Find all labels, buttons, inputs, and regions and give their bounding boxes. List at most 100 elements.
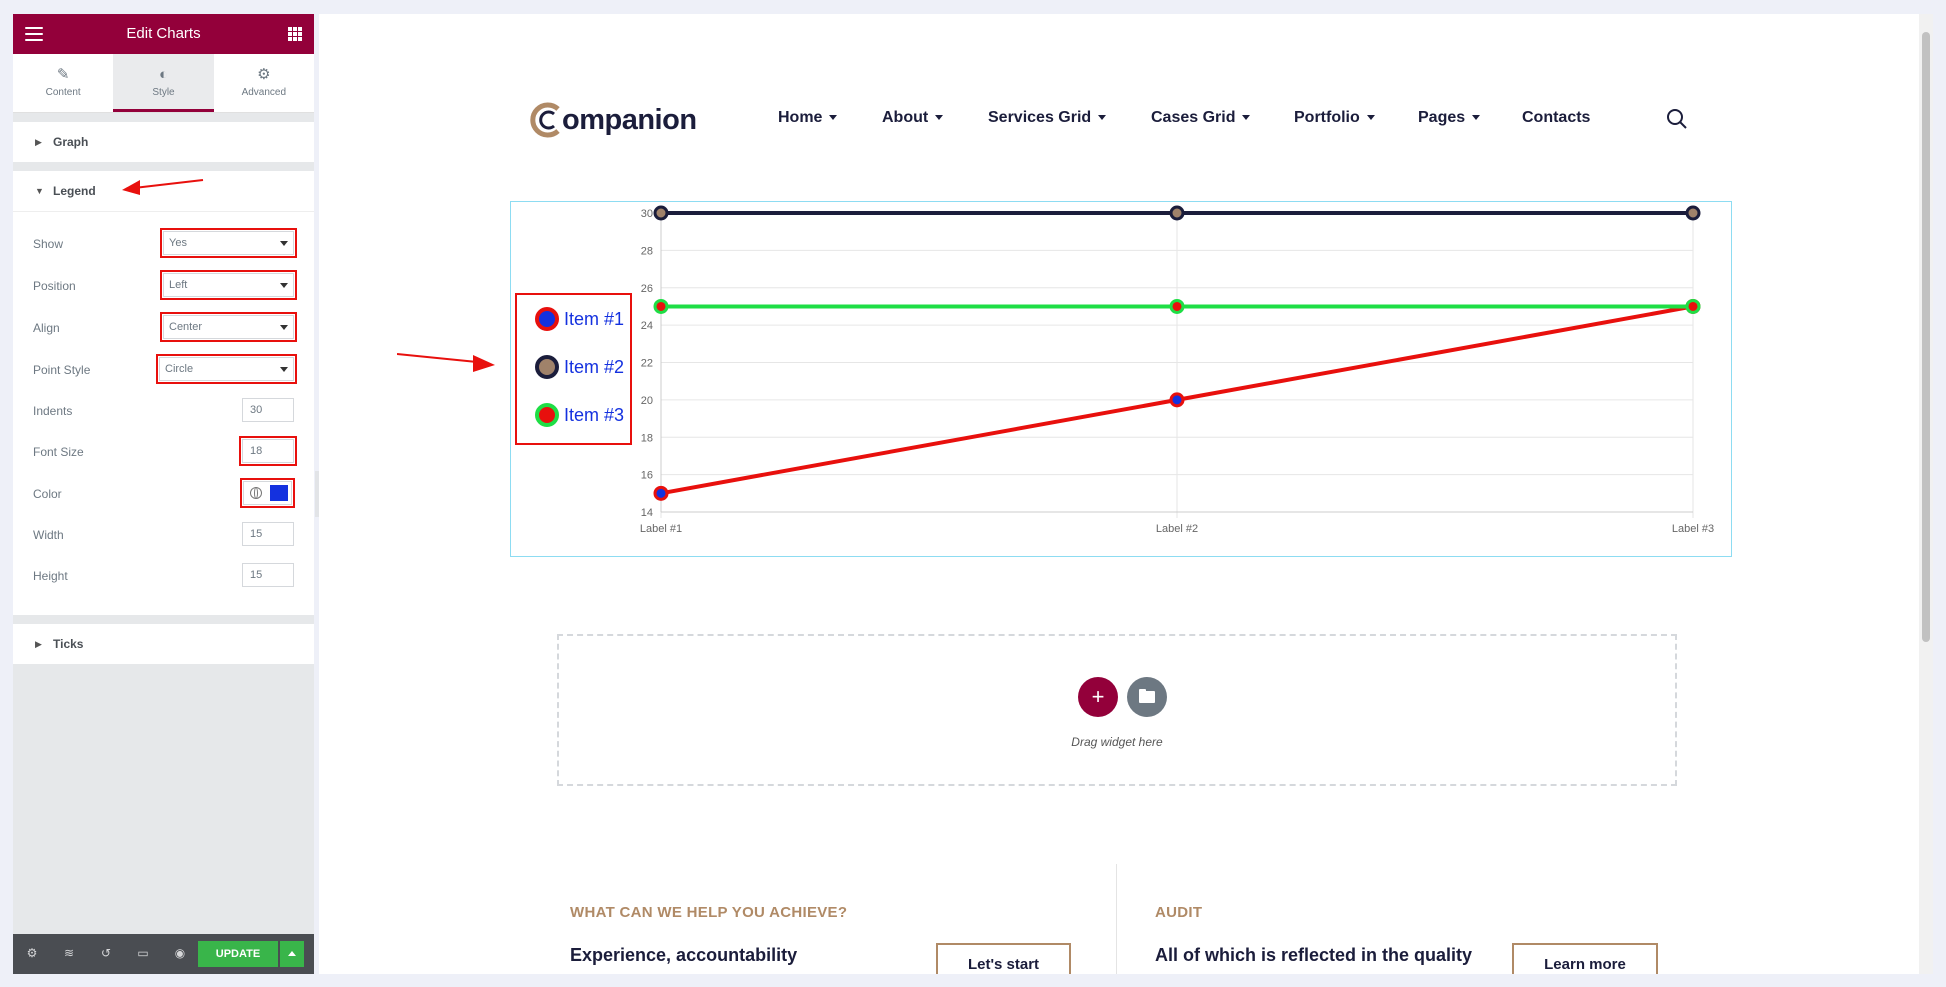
width-input[interactable]: 15 bbox=[242, 522, 294, 546]
learn-more-button[interactable]: Learn more bbox=[1512, 943, 1658, 974]
nav-services-grid[interactable]: Services Grid bbox=[988, 109, 1107, 127]
series-point-3 bbox=[1685, 298, 1701, 314]
tab-content[interactable]: ✎ Content bbox=[13, 54, 113, 112]
menu-icon[interactable] bbox=[25, 27, 43, 41]
color-picker[interactable] bbox=[240, 478, 295, 508]
y-tick-label: 24 bbox=[641, 320, 653, 332]
nav-pages[interactable]: Pages bbox=[1418, 109, 1481, 127]
legend-controls: Show Yes Position Left Align Center Poin… bbox=[13, 212, 314, 615]
chevron-down-icon bbox=[1472, 115, 1481, 121]
preview-eye-icon[interactable]: ◉ bbox=[174, 946, 186, 960]
align-value: Center bbox=[169, 321, 203, 333]
chevron-down-icon bbox=[280, 325, 288, 330]
height-input[interactable]: 15 bbox=[242, 563, 294, 587]
series-point-3 bbox=[1169, 298, 1185, 314]
nav-about-label: About bbox=[882, 109, 929, 126]
chevron-down-icon bbox=[1098, 115, 1107, 121]
legend-label-3: Item #3 bbox=[564, 404, 625, 425]
globe-icon[interactable] bbox=[250, 487, 262, 499]
tab-advanced[interactable]: ⚙ Advanced bbox=[214, 54, 314, 112]
position-select[interactable]: Left bbox=[160, 270, 297, 300]
widget-drop-zone[interactable]: + Drag widget here bbox=[557, 634, 1677, 786]
layers-icon[interactable]: ≋ bbox=[63, 946, 75, 960]
nav-contacts[interactable]: Contacts bbox=[1522, 109, 1590, 127]
lets-start-button[interactable]: Let's start bbox=[936, 943, 1071, 974]
add-section-button[interactable]: + bbox=[1078, 677, 1118, 717]
control-width: Width 15 bbox=[13, 520, 314, 550]
x-tick-label: Label #1 bbox=[640, 523, 682, 535]
align-label: Align bbox=[33, 321, 60, 335]
legend-point-3 bbox=[535, 403, 559, 427]
legend-item-1[interactable]: Item #1 bbox=[535, 304, 624, 334]
nav-cases-grid-label: Cases Grid bbox=[1151, 109, 1236, 126]
section-graph-title: Graph bbox=[53, 135, 89, 149]
color-swatch[interactable] bbox=[270, 485, 288, 501]
chevron-down-icon bbox=[1242, 115, 1251, 121]
chart-widget[interactable] bbox=[510, 201, 1732, 557]
page-scrollbar[interactable] bbox=[1919, 14, 1933, 974]
settings-icon[interactable]: ⚙ bbox=[26, 946, 38, 960]
section-graph[interactable]: ▶ Graph bbox=[13, 122, 314, 162]
chevron-down-icon bbox=[935, 115, 944, 121]
legend-item-3[interactable]: Item #3 bbox=[535, 400, 624, 430]
x-tick-label: Label #2 bbox=[1156, 523, 1198, 535]
annotation-arrow-chart bbox=[397, 353, 495, 372]
block-1-lead: Experience, accountability bbox=[570, 945, 798, 965]
widgets-grid-icon[interactable] bbox=[288, 27, 302, 41]
point-style-select[interactable]: Circle bbox=[156, 354, 297, 384]
point-style-label: Point Style bbox=[33, 363, 91, 377]
chevron-down-icon bbox=[280, 367, 288, 372]
panel-tabs: ✎ Content ◐ Style ⚙ Advanced bbox=[13, 54, 314, 113]
search-icon[interactable] bbox=[1666, 108, 1688, 130]
update-button[interactable]: UPDATE bbox=[198, 941, 278, 967]
caret-right-icon: ▶ bbox=[35, 639, 42, 649]
series-point-2 bbox=[1685, 205, 1701, 221]
editor-panel: Edit Charts ✎ Content ◐ Style ⚙ Advanced… bbox=[13, 14, 314, 974]
tab-style-label: Style bbox=[152, 87, 175, 98]
legend-label-1: Item #1 bbox=[564, 308, 625, 329]
align-select[interactable]: Center bbox=[160, 312, 297, 342]
nav-cases-grid[interactable]: Cases Grid bbox=[1151, 109, 1251, 127]
half-circle-icon: ◐ bbox=[158, 66, 169, 83]
editor-footer: ⚙ ≋ ↺ ▭ ◉ UPDATE bbox=[13, 934, 314, 974]
font-size-input[interactable]: 18 bbox=[239, 436, 297, 466]
site-logo[interactable]: ompanion bbox=[530, 100, 697, 140]
indents-input[interactable]: 30 bbox=[242, 398, 294, 422]
tab-style[interactable]: ◐ Style bbox=[113, 54, 214, 112]
tab-advanced-label: Advanced bbox=[241, 87, 287, 98]
control-indents: Indents 30 bbox=[13, 396, 314, 426]
nav-home-label: Home bbox=[778, 109, 823, 126]
control-position: Position Left bbox=[13, 270, 314, 301]
legend-item-2[interactable]: Item #2 bbox=[535, 352, 624, 382]
template-library-button[interactable] bbox=[1127, 677, 1167, 717]
control-color: Color bbox=[13, 478, 314, 509]
tab-content-label: Content bbox=[45, 87, 81, 98]
caret-down-icon: ▼ bbox=[35, 186, 44, 196]
section-ticks[interactable]: ▶ Ticks bbox=[13, 624, 314, 664]
caret-right-icon: ▶ bbox=[35, 137, 42, 147]
scrollbar-thumb[interactable] bbox=[1922, 32, 1930, 642]
nav-home[interactable]: Home bbox=[778, 109, 838, 127]
series-point-1 bbox=[1169, 392, 1185, 408]
control-point-style: Point Style Circle bbox=[13, 354, 314, 385]
column-divider bbox=[1116, 864, 1117, 974]
update-options-button[interactable] bbox=[280, 941, 304, 967]
control-height: Height 15 bbox=[13, 561, 314, 591]
history-icon[interactable]: ↺ bbox=[100, 946, 112, 960]
drop-zone-hint: Drag widget here bbox=[1071, 735, 1163, 749]
block-2-kicker: AUDIT bbox=[1155, 904, 1203, 921]
section-legend[interactable]: ▼ Legend bbox=[13, 171, 314, 212]
gear-icon: ⚙ bbox=[257, 66, 271, 83]
block-2-lead: All of which is reflected in the quality bbox=[1155, 945, 1473, 965]
responsive-icon[interactable]: ▭ bbox=[137, 946, 149, 960]
point-style-value: Circle bbox=[165, 363, 194, 375]
y-tick-label: 26 bbox=[641, 283, 653, 295]
pencil-icon: ✎ bbox=[56, 66, 70, 83]
y-tick-label: 22 bbox=[641, 358, 653, 370]
nav-portfolio[interactable]: Portfolio bbox=[1294, 109, 1375, 127]
series-point-2 bbox=[653, 205, 669, 221]
nav-about[interactable]: About bbox=[882, 109, 944, 127]
nav-pages-label: Pages bbox=[1418, 109, 1466, 126]
show-select[interactable]: Yes bbox=[160, 228, 297, 258]
control-show: Show Yes bbox=[13, 228, 314, 259]
